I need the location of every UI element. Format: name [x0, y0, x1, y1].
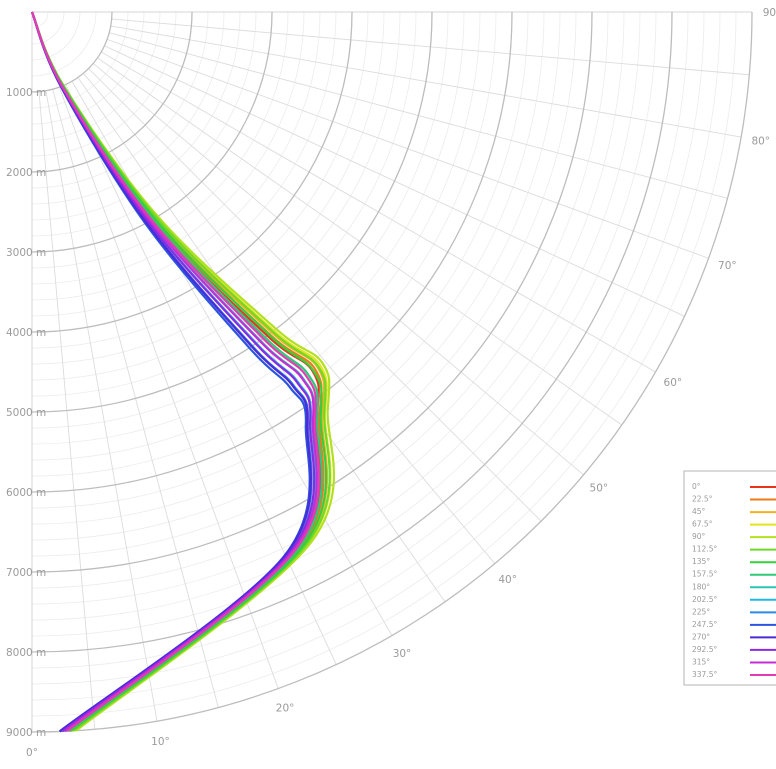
legend-label: 90°	[692, 532, 706, 541]
legend-label: 0°	[692, 482, 701, 491]
radial-tick-label: 6000 m	[6, 487, 46, 499]
series-line	[30, 11, 321, 732]
minor-grid-arc	[31, 11, 97, 77]
chart-grid	[31, 11, 753, 733]
legend-label: 45°	[692, 507, 706, 516]
legend-label: 135°	[692, 557, 710, 566]
legend-label: 270°	[692, 632, 710, 641]
major-grid-arc	[31, 11, 113, 93]
radial-tick-label: 5000 m	[6, 407, 46, 419]
angular-tick-label: 60°	[664, 377, 683, 389]
radial-tick-label: 4000 m	[6, 327, 46, 339]
legend-label: 112.5°	[692, 545, 717, 554]
legend-label: 315°	[692, 657, 710, 666]
angular-tick-label: 90°	[763, 7, 776, 19]
chart-axis-labels: 1000 m 2000 m 3000 m 4000 m 5000 m 6000 m 7000…	[6, 7, 776, 759]
minor-grid-arc	[31, 11, 49, 29]
radial-tick-label: 3000 m	[6, 247, 46, 259]
major-grid-arc	[31, 11, 193, 173]
legend-label: 180°	[692, 582, 710, 591]
major-grid-arc	[31, 11, 513, 493]
legend-label: 225°	[692, 607, 710, 616]
major-grid-arc	[31, 11, 593, 573]
major-grid-arc	[31, 11, 433, 413]
legend-label: 337.5°	[692, 670, 717, 679]
chart-series	[30, 11, 336, 733]
radial-tick-label: 9000 m	[6, 727, 46, 739]
legend-label: 22.5°	[692, 495, 713, 504]
angular-tick-label: 50°	[590, 483, 609, 495]
series-line	[30, 11, 320, 733]
major-grid-arc	[31, 11, 353, 333]
angular-tick-label: 30°	[393, 648, 412, 660]
radial-tick-label: 2000 m	[6, 167, 46, 179]
angular-tick-label: 70°	[718, 260, 737, 272]
major-grid-arc	[31, 11, 273, 253]
legend-label: 247.5°	[692, 620, 717, 629]
angular-tick-label: 10°	[151, 736, 170, 748]
radial-tick-label: 8000 m	[6, 647, 46, 659]
legend-label: 67.5°	[692, 520, 713, 529]
angular-tick-label: 80°	[751, 135, 770, 147]
angular-tick-label: 20°	[276, 702, 295, 714]
angular-tick-label: 40°	[498, 574, 517, 586]
legend-label: 157.5°	[692, 570, 717, 579]
major-grid-arc	[31, 11, 673, 653]
radial-tick-label: 7000 m	[6, 567, 46, 579]
angular-tick-label: 0°	[26, 747, 38, 759]
minor-grid-arc	[31, 11, 65, 45]
series-line	[30, 11, 329, 732]
legend-label: 292.5°	[692, 645, 717, 654]
chart-legend: 0° 22.5° 45° 67.5° 90° 112.5° 135° 157.5° 180° 20…	[683, 470, 776, 686]
minor-grid-arc	[31, 11, 81, 61]
legend-label: 202.5°	[692, 595, 717, 604]
major-grid-arc	[31, 11, 753, 733]
radial-tick-label: 1000 m	[6, 87, 46, 99]
